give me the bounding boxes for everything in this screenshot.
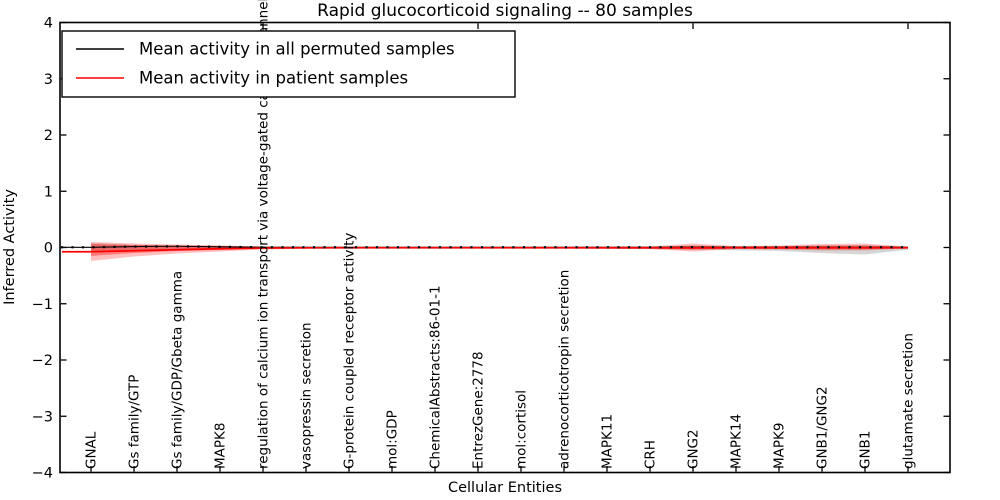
x-tick-label: GNB1 [858, 431, 874, 469]
y-tick-label: 0 [44, 241, 53, 257]
y-tick-label: 1 [44, 184, 53, 200]
x-tick-label: EntrezGene:2778 [471, 351, 487, 469]
x-tick-label: MAPK9 [772, 423, 788, 469]
y-tick-label: −3 [32, 409, 53, 425]
y-tick-label: 2 [44, 128, 53, 144]
x-tick-label: adrenocorticotropin secretion [557, 270, 573, 469]
x-tick-labels: GNAL Gs family/GTP Gs family/GDP/Gbeta gam… [84, 0, 917, 469]
y-tick-label: −1 [32, 297, 53, 313]
x-tick-label: regulation of calcium ion transport via … [256, 0, 272, 469]
x-tick-label: G-protein coupled receptor activity [342, 233, 358, 469]
x-axis-label: Cellular Entities [448, 480, 562, 496]
x-tick-label: GNB1/GNG2 [815, 386, 831, 469]
x-tick-label: MAPK11 [600, 414, 616, 469]
legend-box [61, 30, 516, 98]
x-tick-label: glutamate secretion [901, 333, 917, 469]
x-tick-label: MAPK14 [729, 414, 745, 469]
y-tick-labels: 4 3 2 1 0 −1 −2 −3 −4 [32, 16, 53, 482]
x-tick-label: Gs family/GDP/Gbeta gamma [170, 271, 186, 469]
y-tick-label: 3 [44, 72, 53, 88]
legend-label-patient: Mean activity in patient samples [139, 69, 408, 88]
x-tick-label: GNG2 [686, 429, 702, 469]
x-tick-label: mol:GDP [385, 410, 401, 469]
y-tick-label: −2 [32, 353, 53, 369]
legend: Mean activity in all permuted samples Me… [61, 30, 516, 98]
band-permuted-samples-std [91, 243, 908, 255]
ticks-layer [60, 21, 950, 474]
x-tick-label: mol:cortisol [514, 390, 530, 469]
x-tick-label: Gs family/GTP [127, 375, 143, 469]
x-tick-label: ChemicalAbstracts:86-01-1 [428, 285, 444, 469]
page-title: Rapid glucocorticoid signaling -- 80 sam… [317, 1, 693, 21]
x-tick-label: GNAL [84, 431, 100, 469]
y-tick-label: −4 [32, 466, 53, 482]
series-layer [60, 245, 908, 253]
band-patient-samples-std-outer [91, 241, 908, 261]
x-tick-label: MAPK8 [213, 423, 229, 469]
y-axis-label: Inferred Activity [2, 189, 18, 305]
permuted-line-markers [60, 245, 904, 249]
x-tick-label: CRH [643, 440, 659, 469]
bands-layer [91, 241, 908, 261]
y-tick-label: 4 [44, 16, 53, 32]
legend-label-permuted: Mean activity in all permuted samples [139, 40, 455, 59]
plot-frame [59, 21, 951, 474]
x-tick-label: vasopressin secretion [299, 322, 315, 469]
